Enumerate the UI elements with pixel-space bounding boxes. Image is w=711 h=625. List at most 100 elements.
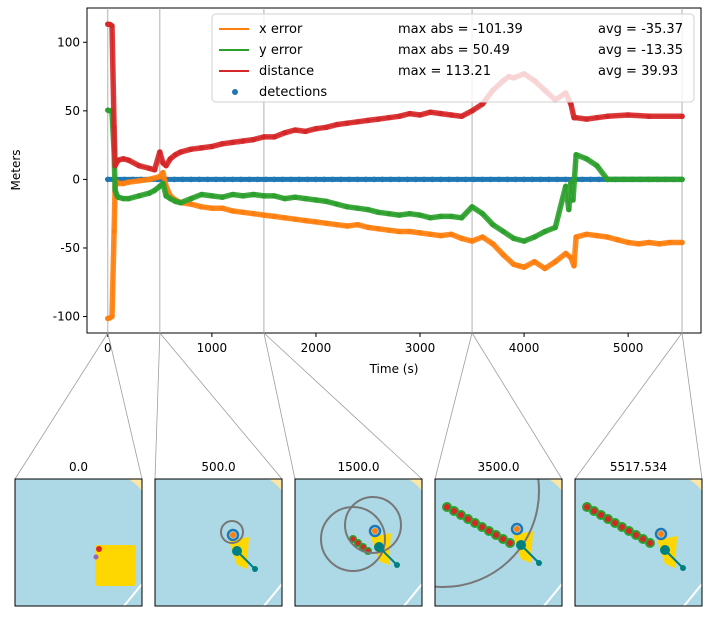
series-point — [115, 157, 121, 163]
map-shore — [688, 479, 702, 491]
map-track-point — [350, 536, 356, 542]
series-point — [568, 101, 574, 107]
legend-label: x error — [259, 22, 303, 37]
map-shore — [128, 479, 142, 491]
series-point — [679, 176, 685, 183]
map-panel-title: 0.0 — [69, 460, 88, 474]
series-point — [271, 193, 277, 199]
detection-point — [271, 176, 278, 183]
map-vessel — [232, 546, 242, 556]
map-frame — [574, 478, 703, 607]
series-point — [230, 139, 236, 145]
series-point — [209, 205, 215, 211]
detection-point — [537, 176, 544, 183]
map-estimate — [658, 531, 664, 537]
connector-right-4 — [681, 332, 703, 480]
detection-point — [321, 176, 327, 183]
map-track-point — [626, 528, 632, 534]
series-point — [198, 204, 205, 210]
series-point — [646, 113, 652, 119]
legend-entry: x error max abs = -101.39 avg = -35.37 — [219, 22, 683, 37]
series-point — [625, 112, 631, 118]
series-point — [417, 230, 423, 236]
series-point — [146, 190, 153, 196]
series-point — [396, 212, 402, 218]
series-point — [344, 204, 350, 210]
series-point — [386, 211, 392, 217]
series-point — [230, 191, 236, 198]
map-detection — [510, 522, 524, 536]
map-track-point — [355, 540, 361, 546]
series-point — [160, 169, 166, 176]
y-tick-label: 0 — [72, 172, 80, 186]
series-point — [365, 117, 371, 124]
series-point — [479, 101, 486, 107]
map-frame — [434, 478, 563, 607]
map-track-point — [472, 520, 478, 526]
series-point — [250, 211, 257, 217]
series-point — [531, 259, 538, 265]
series-point — [313, 219, 319, 225]
series-point — [594, 163, 600, 169]
series-point — [583, 116, 590, 122]
x-tick-label: 2000 — [301, 341, 332, 355]
map-track-point — [451, 508, 457, 514]
series-point — [146, 176, 153, 183]
map-panel-4: 5517.534 — [574, 460, 703, 607]
detection-point — [313, 176, 319, 183]
series-point — [469, 204, 475, 210]
y-tick-label: -100 — [53, 310, 80, 324]
map-track-point — [647, 540, 653, 546]
map-track-point — [458, 512, 464, 518]
series-point — [417, 212, 423, 218]
series-point — [111, 124, 117, 130]
series-point — [563, 250, 569, 257]
detection-point — [404, 176, 411, 183]
series-point — [146, 165, 153, 172]
map-water — [435, 479, 562, 606]
map-panel-title: 1500.0 — [338, 460, 380, 474]
series-point — [427, 109, 434, 115]
series-point — [112, 187, 118, 193]
series-point — [386, 115, 392, 121]
series-point — [302, 128, 309, 135]
x-tick-label: 1000 — [197, 341, 228, 355]
series-point — [111, 228, 117, 235]
series-point — [163, 193, 169, 199]
series-point — [479, 211, 486, 217]
detection-point — [521, 176, 527, 183]
detection-point — [446, 176, 452, 183]
series-point — [344, 120, 350, 126]
series-point — [407, 211, 413, 217]
series-point — [250, 137, 257, 143]
y-tick-label: -50 — [60, 241, 80, 255]
series-point — [302, 196, 309, 202]
series-point — [679, 113, 685, 119]
series-point — [521, 264, 527, 270]
series-point — [396, 113, 402, 119]
series-point — [469, 238, 475, 244]
series-point — [469, 108, 475, 114]
x-axis-label: Time (s) — [369, 362, 419, 376]
map-vessel-tip — [394, 562, 400, 568]
series-point — [136, 193, 142, 199]
series-point — [479, 234, 486, 240]
detection-point — [296, 176, 303, 183]
detection-point — [412, 176, 419, 183]
series-point — [417, 112, 423, 118]
series-point — [604, 176, 610, 183]
legend-stat-avg: avg = -13.35 — [598, 43, 683, 58]
series-point — [167, 156, 173, 162]
map-panel-3: 3500.0 — [434, 460, 563, 607]
series-point — [109, 313, 115, 320]
detection-point — [221, 176, 228, 183]
series-point — [240, 138, 246, 144]
detection-point — [354, 176, 361, 183]
map-estimate — [514, 526, 520, 532]
detection-point — [279, 176, 286, 183]
series-point — [583, 231, 590, 237]
detection-point — [587, 176, 594, 183]
series-point — [313, 126, 319, 132]
legend-entry: distance max = 113.21 avg = 39.93 — [219, 64, 678, 79]
